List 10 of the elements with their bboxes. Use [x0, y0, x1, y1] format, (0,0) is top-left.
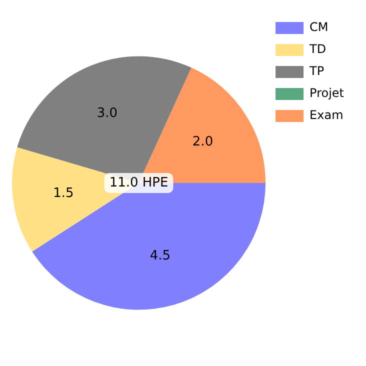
legend-label: Projet [310, 86, 344, 100]
legend-label: CM [310, 20, 328, 34]
data-label: 2.0 [192, 134, 214, 150]
text: 11.0 HPE [109, 175, 168, 190]
legend-label: TP [308, 64, 324, 78]
legend-label: Exam [310, 108, 344, 122]
legend-label: TD [308, 42, 326, 56]
data-label: 4.5 [150, 248, 171, 264]
data-label: 1.5 [53, 186, 74, 202]
data-label: 3.0 [96, 106, 118, 122]
